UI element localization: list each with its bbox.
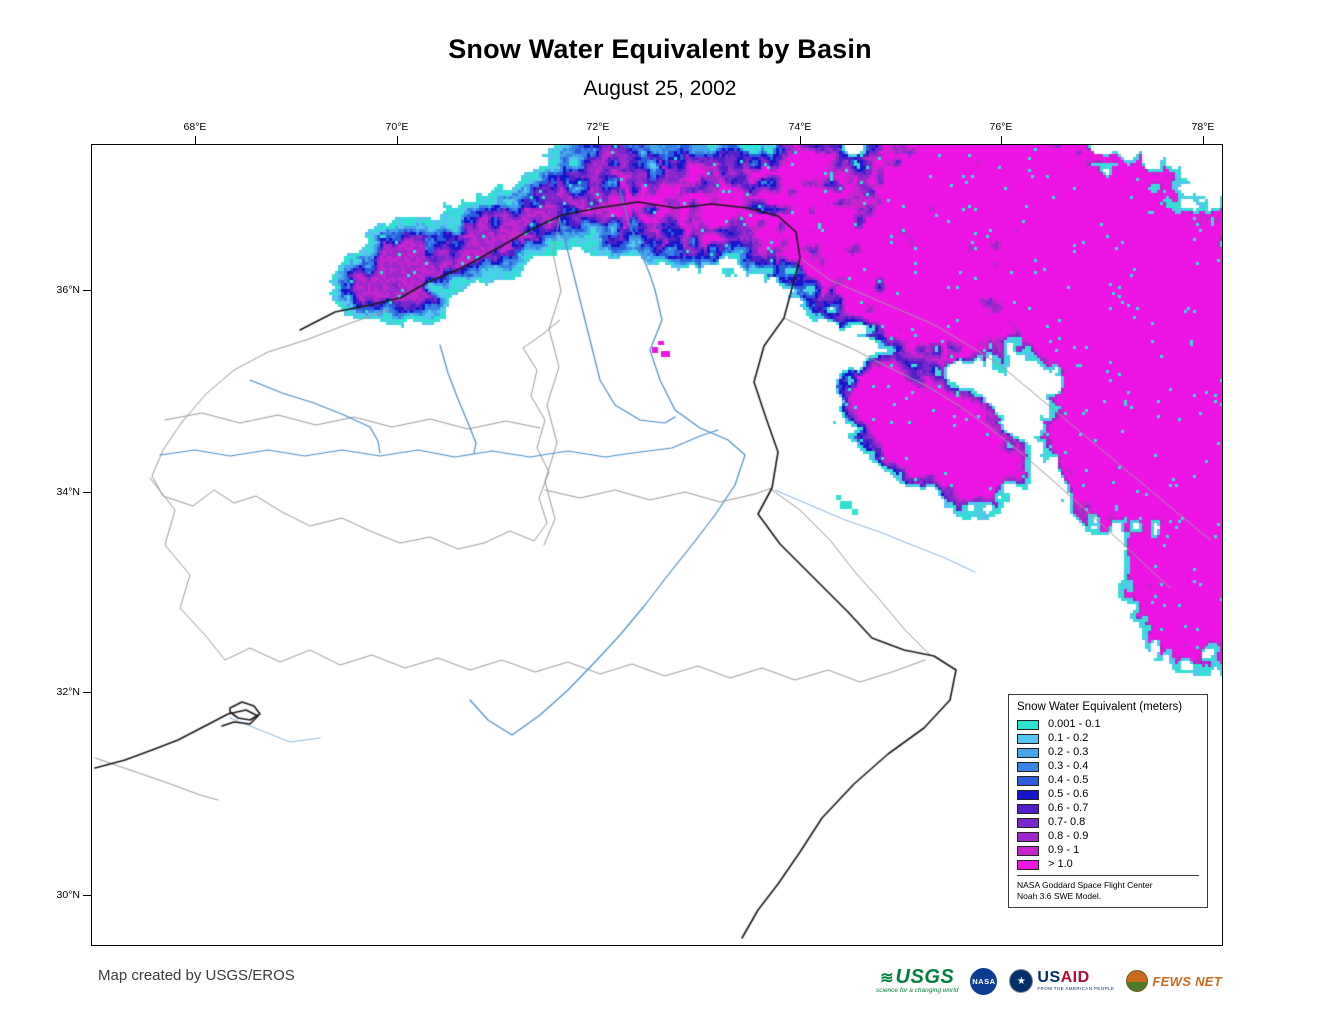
page-subtitle: August 25, 2002: [583, 77, 737, 100]
y-tick-label: 30°N: [56, 889, 80, 901]
usaid-tagline: FROM THE AMERICAN PEOPLE: [1037, 986, 1115, 992]
legend-entries: 0.001 - 0.1 0.1 - 0.2 0.2 - 0.3 0.3 - 0.4 0.…: [1017, 719, 1199, 870]
x-tick-mark: [195, 136, 196, 145]
legend-swatch: [1017, 831, 1039, 842]
legend-row-label: 0.3 - 0.4: [1048, 760, 1089, 772]
nasa-logo: NASA: [970, 967, 998, 995]
legend-row-label: 0.9 - 1: [1048, 844, 1080, 856]
x-tick-mark: [800, 136, 801, 145]
usgs-wave-icon: ≋: [880, 970, 894, 988]
legend-note-line1: NASA Goddard Space Flight Center: [1017, 880, 1153, 890]
legend-row-label: 0.4 - 0.5: [1048, 774, 1089, 786]
legend-row: 0.6 - 0.7: [1017, 803, 1199, 814]
usgs-wordmark: USGS: [895, 966, 955, 989]
legend-swatch: [1017, 719, 1039, 730]
y-tick-mark: [83, 290, 92, 291]
legend-row-label: 0.8 - 0.9: [1048, 830, 1089, 842]
legend-row-label: > 1.0: [1048, 858, 1073, 870]
legend-row: 0.7- 0.8: [1017, 817, 1199, 828]
y-tick-mark: [83, 492, 92, 493]
y-tick-label: 32°N: [56, 686, 80, 698]
legend-row: 0.001 - 0.1: [1017, 719, 1199, 730]
legend-swatch: [1017, 817, 1039, 828]
legend-row-label: 0.5 - 0.6: [1048, 788, 1089, 800]
y-tick-label: 34°N: [56, 486, 80, 498]
legend-row-label: 0.1 - 0.2: [1048, 732, 1089, 744]
logo-row: ≋ USGS science for a changing world NASA…: [876, 962, 1222, 1000]
legend-note-line2: Noah 3.6 SWE Model.: [1017, 891, 1102, 902]
legend-row: 0.1 - 0.2: [1017, 733, 1199, 744]
legend-row: 0.4 - 0.5: [1017, 775, 1199, 786]
x-tick-label: 70°E: [385, 121, 409, 133]
x-tick-mark: [1203, 136, 1204, 145]
x-tick-label: 68°E: [183, 121, 207, 133]
legend-swatch: [1017, 747, 1039, 758]
fewsnet-logo: FEWS NET: [1126, 970, 1222, 992]
legend-row: 0.8 - 0.9: [1017, 831, 1199, 842]
legend-note: NASA Goddard Space Flight Center Noah 3.…: [1017, 875, 1199, 902]
fewsnet-wordmark: FEWS NET: [1152, 973, 1222, 989]
legend-row-label: 0.6 - 0.7: [1048, 802, 1089, 814]
x-tick-mark: [1001, 136, 1002, 145]
x-tick-mark: [598, 136, 599, 145]
legend-row: 0.9 - 1: [1017, 845, 1199, 856]
legend-swatch: [1017, 789, 1039, 800]
x-tick-label: 76°E: [989, 121, 1013, 133]
x-tick-mark: [397, 136, 398, 145]
usaid-logo: ★ USAID FROM THE AMERICAN PEOPLE: [1009, 969, 1114, 993]
y-tick-label: 36°N: [56, 284, 80, 296]
legend-swatch: [1017, 761, 1039, 772]
legend-row: 0.5 - 0.6: [1017, 789, 1199, 800]
map-credit: Map created by USGS/EROS: [98, 967, 295, 984]
nasa-wordmark: NASA: [972, 976, 996, 986]
legend-row: > 1.0: [1017, 859, 1199, 870]
legend-swatch: [1017, 845, 1039, 856]
fewsnet-globe-icon: [1126, 970, 1149, 992]
legend-swatch: [1017, 803, 1039, 814]
legend-row: 0.2 - 0.3: [1017, 747, 1199, 758]
x-tick-label: 78°E: [1191, 121, 1215, 133]
legend-row: 0.3 - 0.4: [1017, 761, 1199, 772]
legend-swatch: [1017, 733, 1039, 744]
legend-title: Snow Water Equivalent (meters): [1017, 701, 1183, 713]
legend-row-label: 0.7- 0.8: [1048, 816, 1086, 828]
legend-swatch: [1017, 859, 1039, 870]
usaid-wordmark-text: USAID: [1037, 969, 1090, 987]
x-tick-label: 74°E: [788, 121, 812, 133]
legend-swatch: [1017, 775, 1039, 786]
legend: Snow Water Equivalent (meters) 0.001 - 0…: [1008, 694, 1208, 909]
usaid-seal-icon: ★: [1009, 969, 1034, 993]
y-tick-mark: [83, 692, 92, 693]
usgs-logo: ≋ USGS science for a changing world: [876, 967, 958, 995]
x-tick-label: 72°E: [586, 121, 610, 133]
legend-row-label: 0.001 - 0.1: [1048, 718, 1101, 730]
y-tick-mark: [83, 895, 92, 896]
legend-row-label: 0.2 - 0.3: [1048, 746, 1089, 758]
page-title: Snow Water Equivalent by Basin: [448, 34, 872, 64]
usgs-tagline: science for a changing world: [876, 987, 959, 995]
